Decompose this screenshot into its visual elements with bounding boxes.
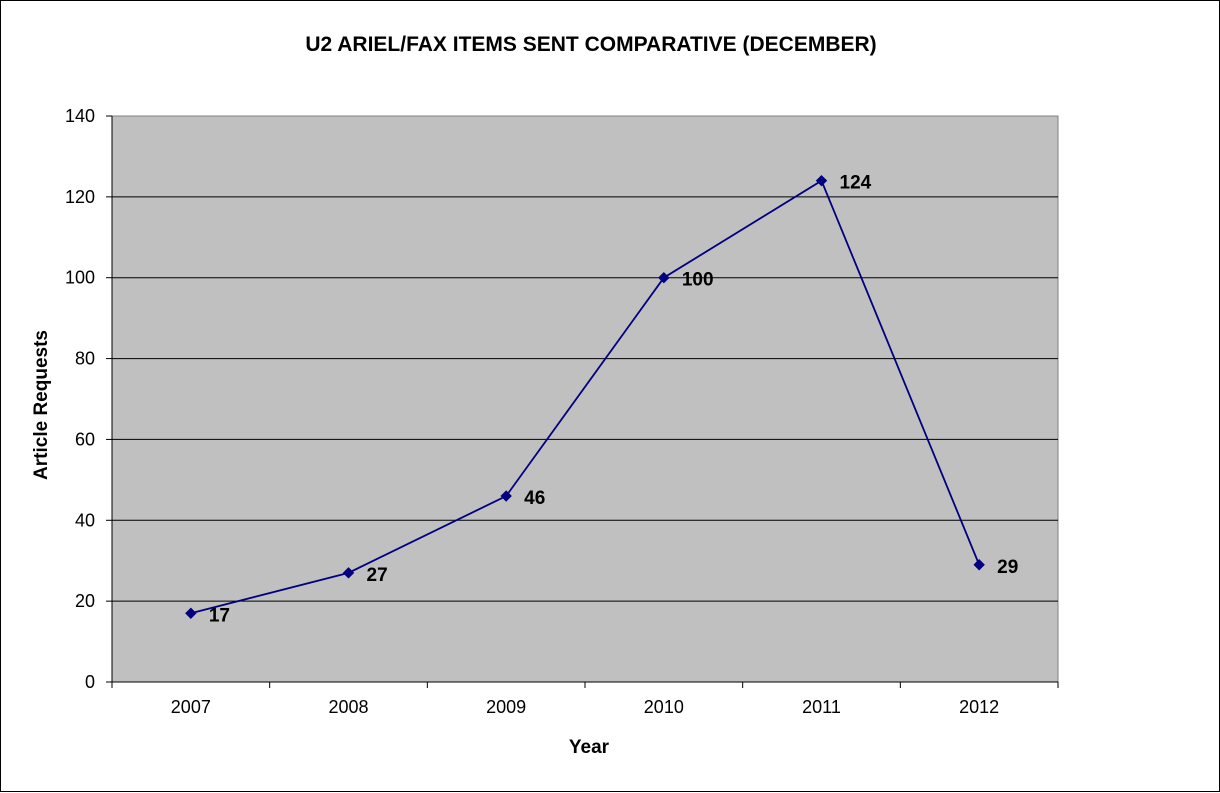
x-tick-label: 2011 (802, 697, 841, 717)
y-axis-title: Article Requests (31, 330, 52, 480)
x-axis-ticks: 2007 2008 2009 2010 2011 2012 (111, 682, 1059, 717)
y-tick-label: 80 (75, 349, 95, 369)
data-label: 17 (209, 605, 230, 626)
y-tick-label: 20 (75, 591, 95, 611)
x-tick-label: 2012 (959, 697, 999, 717)
data-point-marker (658, 272, 670, 284)
series-group (185, 174, 985, 619)
data-point-marker (342, 567, 355, 579)
data-label: 124 (840, 173, 872, 194)
y-tick-label: 140 (65, 106, 95, 126)
chart-title: U2 ARIEL/FAX ITEMS SENT COMPARATIVE (DEC… (305, 33, 876, 56)
x-tick-label: 2007 (171, 697, 211, 717)
data-label: 100 (682, 270, 714, 291)
data-labels: 17 27 46 100 124 29 (209, 173, 1018, 627)
data-label: 46 (524, 488, 545, 509)
y-tick-label: 0 (85, 672, 95, 692)
data-point-marker (815, 174, 828, 187)
x-tick-label: 2009 (486, 697, 526, 717)
data-label: 27 (367, 565, 388, 586)
x-tick-label: 2008 (328, 697, 368, 717)
y-tick-label: 60 (75, 429, 95, 449)
y-tick-label: 100 (65, 268, 95, 288)
gridlines (112, 196, 1058, 602)
plot-area (111, 115, 1059, 683)
data-point-marker (500, 490, 512, 502)
x-axis-title: Year (569, 737, 610, 758)
x-tick-label: 2010 (644, 697, 684, 717)
y-axis-ticks: 0 20 40 60 80 100 120 140 (65, 106, 112, 692)
data-point-marker (185, 607, 197, 619)
data-label: 29 (997, 557, 1018, 578)
series-line (190, 179, 980, 615)
y-tick-label: 40 (75, 510, 95, 530)
y-tick-label: 120 (65, 187, 95, 207)
data-point-marker (973, 559, 985, 571)
